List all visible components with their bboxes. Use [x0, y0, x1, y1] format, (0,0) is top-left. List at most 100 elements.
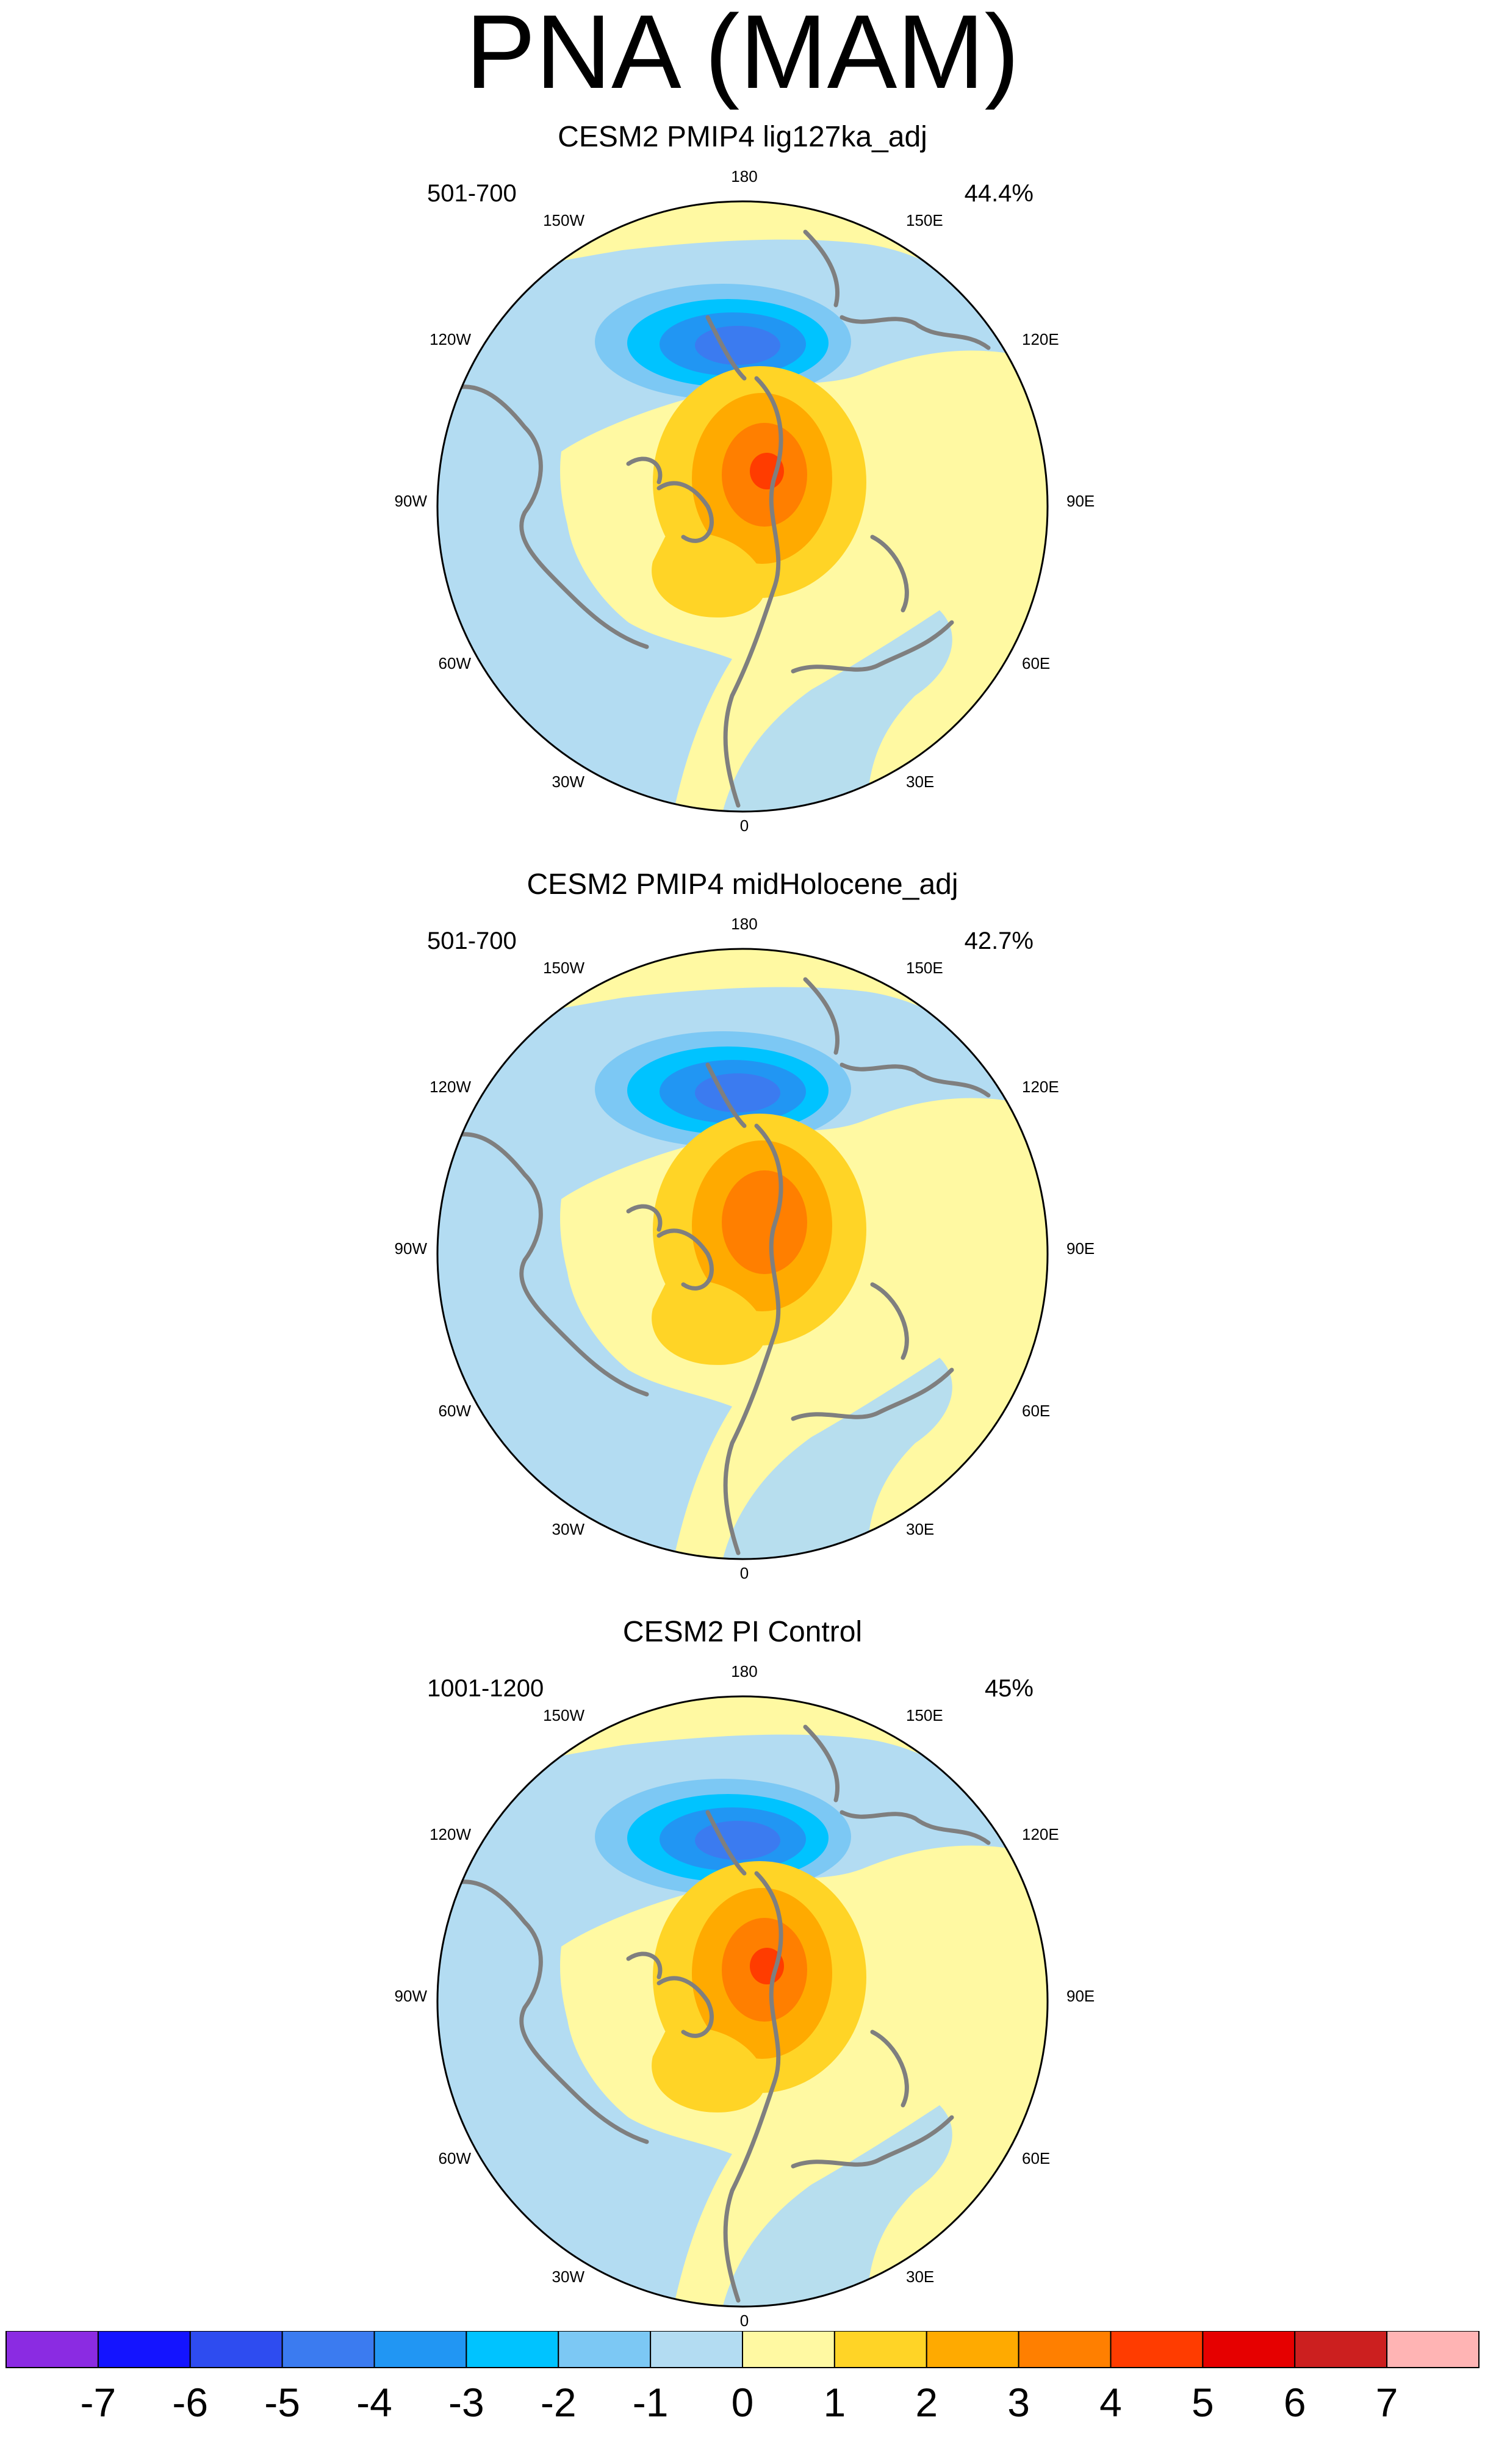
coastline	[840, 1062, 991, 1098]
colorbar-swatch	[1386, 2331, 1480, 2368]
field-negative-atlantic	[720, 1358, 952, 1559]
coastline	[803, 977, 840, 1055]
longitude-label-top: 180	[731, 1662, 757, 1680]
polar-map: 180 150W 150E 120W 120E 90W 90E 60W 60E 30W 30E 0	[395, 167, 1095, 835]
longitude-label-top_right: 150E	[906, 211, 943, 229]
map-panel-3: 180 150W 150E 120W 120E 90W 90E 60W 60E 30W 30E 0 CE…	[0, 1614, 1485, 2334]
longitude-label-lower_right: 60E	[1022, 1402, 1050, 1420]
colorbar-tick-label: -4	[356, 2380, 392, 2425]
longitude-label-upper_left: 120W	[430, 1078, 471, 1096]
panel-variance: 42.7%	[964, 928, 1034, 954]
coastline	[626, 1204, 663, 1232]
colorbar-tick-label: 6	[1284, 2380, 1306, 2425]
colorbar-swatch	[558, 2331, 652, 2368]
longitude-label-lower_right: 60E	[1022, 2149, 1050, 2167]
longitude-label-upper_left: 120W	[430, 1825, 471, 1843]
map-outline	[436, 948, 1049, 1560]
longitude-label-top: 180	[731, 167, 757, 186]
longitude-label-bottom: 0	[740, 2311, 749, 2330]
colorbar-tick-label: -1	[633, 2380, 669, 2425]
contour-pacific-low	[695, 326, 780, 365]
contour-pacific-low	[695, 1821, 780, 1860]
colorbar-tick-label: 0	[732, 2380, 754, 2425]
colorbar-swatch	[1018, 2331, 1112, 2368]
longitude-label-upper_right: 120E	[1022, 1825, 1059, 1843]
colorbar-swatch	[1294, 2331, 1388, 2368]
panel-title: CESM2 PMIP4 lig127ka_adj	[558, 121, 927, 153]
coastline	[656, 1228, 714, 1291]
longitude-label-top_left: 150W	[543, 959, 584, 977]
colorbar-tick-label: 7	[1376, 2380, 1398, 2425]
colorbar-swatch	[833, 2331, 927, 2368]
panel-years: 1001-1200	[427, 1675, 544, 1702]
coastline	[656, 481, 714, 543]
colorbar-tick-label: 5	[1192, 2380, 1214, 2425]
coastline	[443, 1132, 649, 1397]
coastline	[803, 1724, 840, 1803]
coastline	[840, 1810, 991, 1845]
longitude-label-lower_left: 60W	[439, 1402, 472, 1420]
coastline	[705, 315, 747, 381]
coastline	[791, 2115, 954, 2169]
colorbar-tick-label: -5	[264, 2380, 300, 2425]
panel-variance: 45%	[984, 1675, 1034, 1702]
colorbar-swatch	[1110, 2331, 1204, 2368]
colorbar-swatch	[373, 2331, 467, 2368]
longitude-label-bottom_left: 30W	[552, 773, 585, 791]
colorbar: -7 -6 -5 -4 -3 -2 -1 0 1 2 3 4 5 6 7	[5, 2331, 1480, 2425]
colorbar-swatch	[742, 2331, 835, 2368]
colorbar-swatch	[1202, 2331, 1296, 2368]
coastline	[870, 535, 909, 613]
contour-atlantic-lobe	[652, 532, 766, 618]
colorbar-swatch	[189, 2331, 283, 2368]
coastline	[626, 456, 663, 485]
field-negative-atlantic	[720, 610, 952, 812]
colorbar-swatch	[5, 2331, 99, 2368]
colorbar-tick-label: 1	[824, 2380, 846, 2425]
colorbar-swatch	[97, 2331, 191, 2368]
longitude-label-upper_left: 120W	[430, 330, 471, 348]
panel-years: 501-700	[427, 928, 517, 954]
contour-atlantic-lobe	[652, 1280, 766, 1365]
coastline	[656, 1976, 714, 2038]
coastline	[870, 2030, 909, 2108]
longitude-label-right: 90E	[1066, 1239, 1095, 1258]
colorbar-swatch	[281, 2331, 375, 2368]
longitude-label-left: 90W	[395, 1239, 428, 1258]
coastline	[723, 1123, 783, 1555]
longitude-label-bottom: 0	[740, 1564, 749, 1582]
longitude-label-bottom_right: 30E	[906, 2268, 934, 2286]
colorbar-tick-label: -7	[81, 2380, 117, 2425]
coastline	[626, 1951, 663, 1979]
coastline	[443, 384, 649, 649]
longitude-label-upper_right: 120E	[1022, 330, 1059, 348]
longitude-label-top: 180	[731, 915, 757, 933]
colorbar-swatch	[926, 2331, 1019, 2368]
longitude-label-bottom_right: 30E	[906, 773, 934, 791]
longitude-label-bottom_right: 30E	[906, 1520, 934, 1538]
figure-title: PNA (MAM)	[466, 0, 1019, 110]
longitude-label-left: 90W	[395, 492, 428, 510]
panel-variance: 44.4%	[964, 180, 1034, 207]
colorbar-tick-label: 2	[915, 2380, 938, 2425]
coastline	[791, 1367, 954, 1421]
longitude-label-right: 90E	[1066, 492, 1095, 510]
coastline	[705, 1810, 747, 1876]
colorbar-tick-label: -2	[541, 2380, 577, 2425]
longitude-label-lower_right: 60E	[1022, 654, 1050, 672]
longitude-label-bottom_left: 30W	[552, 2268, 585, 2286]
map-panel-1: 180 150W 150E 120W 120E 90W 90E 60W 60E 30W 30E 0 CE…	[0, 119, 1485, 839]
longitude-label-top_left: 150W	[543, 211, 584, 229]
coastline	[723, 1871, 783, 2303]
longitude-label-bottom_left: 30W	[552, 1520, 585, 1538]
colorbar-tick-label: -3	[448, 2380, 484, 2425]
longitude-label-top_right: 150E	[906, 1706, 943, 1724]
contour-pacific-low	[695, 1073, 780, 1112]
coastline	[443, 1879, 649, 2144]
colorbar-tick-label: 3	[1007, 2380, 1030, 2425]
longitude-label-lower_left: 60W	[439, 654, 472, 672]
field-negative-atlantic	[720, 2105, 952, 2307]
polar-map: 180 150W 150E 120W 120E 90W 90E 60W 60E 30W 30E 0	[395, 1662, 1095, 2330]
coastline	[791, 620, 954, 674]
map-panel-2: 180 150W 150E 120W 120E 90W 90E 60W 60E 30W 30E 0 CE…	[0, 866, 1485, 1587]
